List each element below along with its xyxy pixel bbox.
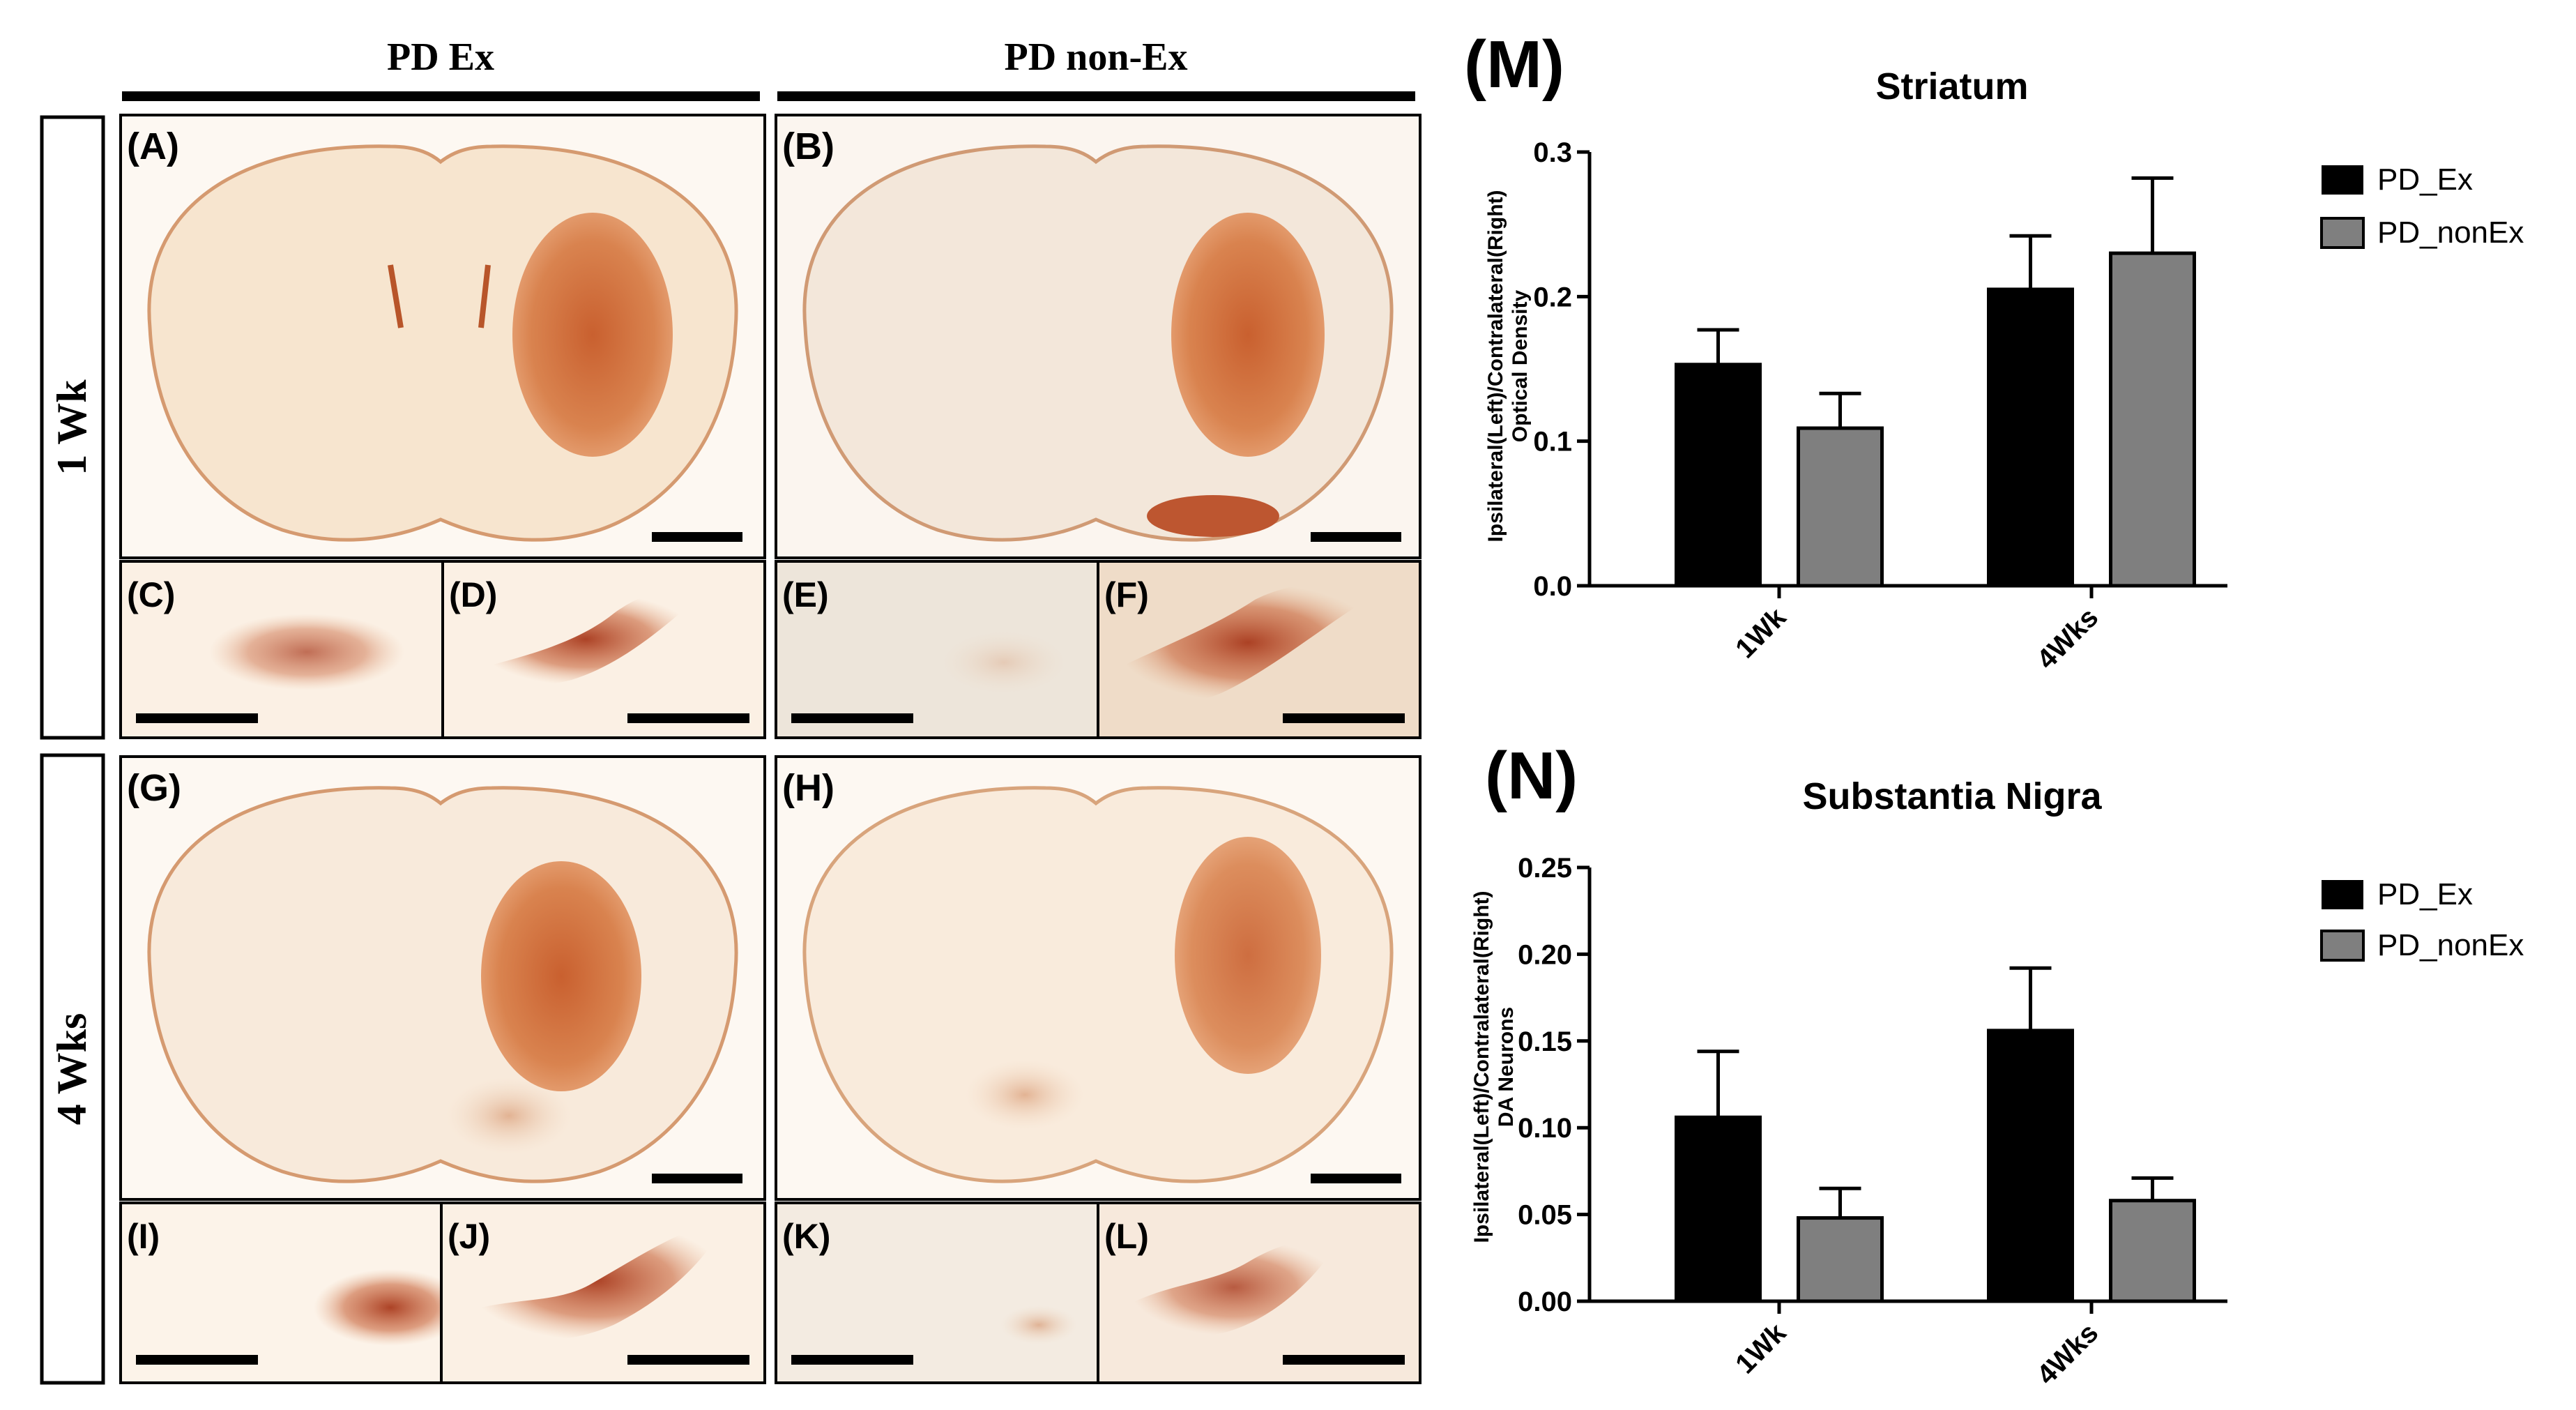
panel-L: (L) xyxy=(1097,1201,1422,1384)
y-tick-label: 0.2 xyxy=(1533,282,1572,312)
x-tick-label: 1Wk xyxy=(1730,602,1792,665)
bar-pd-nonex-1wk xyxy=(1797,426,1884,588)
legend-label-pd-ex: PD_Ex xyxy=(2377,877,2473,911)
y-axis-label-line2: DA Neurons xyxy=(1495,1007,1518,1127)
panel-label-l: (L) xyxy=(1104,1217,1149,1256)
legend-swatch-pd-ex xyxy=(2322,165,2363,195)
panel-E: (E) xyxy=(775,560,1099,739)
bar-pd-ex-4wks xyxy=(1987,287,2074,588)
y-tick-label: 0.05 xyxy=(1518,1200,1572,1231)
panel-label-e: (E) xyxy=(782,575,829,614)
panel-F: (F) xyxy=(1097,560,1422,739)
panel-label-n: (N) xyxy=(1485,738,1578,813)
panel-K: (K) xyxy=(775,1201,1099,1384)
panel-label-c: (C) xyxy=(127,575,175,614)
panel-label-d: (D) xyxy=(449,575,497,614)
panel-label-a: (A) xyxy=(127,126,179,167)
legend-swatch-pd-nonex xyxy=(2320,930,2365,962)
y-axis-label-line1: Ipsilateral(Left)/Contralateral(Right) xyxy=(1484,190,1507,542)
bar-pd-ex-1wk xyxy=(1675,363,1762,588)
y-tick-label: 0.10 xyxy=(1518,1113,1572,1144)
panel-J: (J) xyxy=(440,1201,766,1384)
y-tick-label: 0.15 xyxy=(1518,1026,1572,1057)
y-tick-label: 0.3 xyxy=(1533,137,1572,168)
row-label-4wks: 4 Wks xyxy=(49,1013,95,1125)
chart-striatum: (M) Striatum Ipsilateral(Left)/Contralat… xyxy=(1464,27,2524,675)
x-tick-label: 1Wk xyxy=(1730,1317,1792,1380)
chart-title: Substantia Nigra xyxy=(1802,775,2102,817)
y-tick-label: 0.00 xyxy=(1518,1287,1572,1317)
row-label-1wk: 1 Wk xyxy=(49,379,95,476)
legend-label-pd-nonex: PD_nonEx xyxy=(2377,215,2524,250)
panel-G: (G) xyxy=(119,755,766,1201)
bar-pd-nonex-4wks xyxy=(2109,1199,2196,1303)
y-tick-label: 0.25 xyxy=(1518,853,1572,884)
y-axis-label-line2: Optical Density xyxy=(1509,289,1532,442)
panel-label-h: (H) xyxy=(782,767,834,809)
panel-label-j: (J) xyxy=(448,1217,490,1256)
panel-label-k: (K) xyxy=(782,1217,830,1256)
bar-pd-nonex-4wks xyxy=(2109,251,2196,588)
x-tick-label: 4Wks xyxy=(2031,1317,2104,1390)
striatum-stain xyxy=(512,213,673,457)
legend-label-pd-nonex: PD_nonEx xyxy=(2377,928,2524,962)
row-label-box-4wks xyxy=(40,753,105,1385)
striatum-stain xyxy=(1175,837,1321,1074)
legend-swatch-pd-nonex xyxy=(2320,217,2365,249)
bar-pd-ex-4wks xyxy=(1987,1029,2074,1303)
panel-label-m: (M) xyxy=(1464,27,1564,102)
bar-pd-ex-1wk xyxy=(1675,1115,1762,1303)
legend-swatch-pd-ex xyxy=(2322,880,2363,909)
panel-label-f: (F) xyxy=(1104,575,1149,614)
y-tick-label: 0.0 xyxy=(1533,571,1572,602)
striatum-stain xyxy=(1171,213,1325,457)
panel-label-i: (I) xyxy=(127,1217,160,1256)
row-label-box-1wk xyxy=(40,115,105,740)
ventral-stain xyxy=(1147,495,1279,537)
panel-A: (A) xyxy=(119,114,766,559)
panel-H: (H) xyxy=(775,755,1422,1201)
panel-D: (D) xyxy=(441,560,766,739)
column-header-pd-ex: PD Ex xyxy=(387,36,494,79)
striatum-stain xyxy=(481,861,641,1091)
panel-label-g: (G) xyxy=(127,767,181,809)
legend-label-pd-ex: PD_Ex xyxy=(2377,162,2473,197)
chart-substantia-nigra: (N) Substantia Nigra Ipsilateral(Left)/C… xyxy=(1470,738,2524,1390)
y-tick-label: 0.20 xyxy=(1518,939,1572,970)
y-axis-label-line1: Ipsilateral(Left)/Contralateral(Right) xyxy=(1470,890,1493,1243)
bar-pd-nonex-1wk xyxy=(1797,1216,1884,1303)
chart-title: Striatum xyxy=(1875,66,2028,107)
brain-section xyxy=(147,786,738,1183)
panel-label-b: (B) xyxy=(782,126,834,167)
y-tick-label: 0.1 xyxy=(1533,427,1572,457)
panel-C: (C) xyxy=(119,560,444,739)
x-tick-label: 4Wks xyxy=(2031,602,2104,675)
column-header-pd-nonex: PD non-Ex xyxy=(1005,36,1188,79)
panel-B: (B) xyxy=(775,114,1422,559)
panel-I: (I) xyxy=(119,1201,467,1384)
